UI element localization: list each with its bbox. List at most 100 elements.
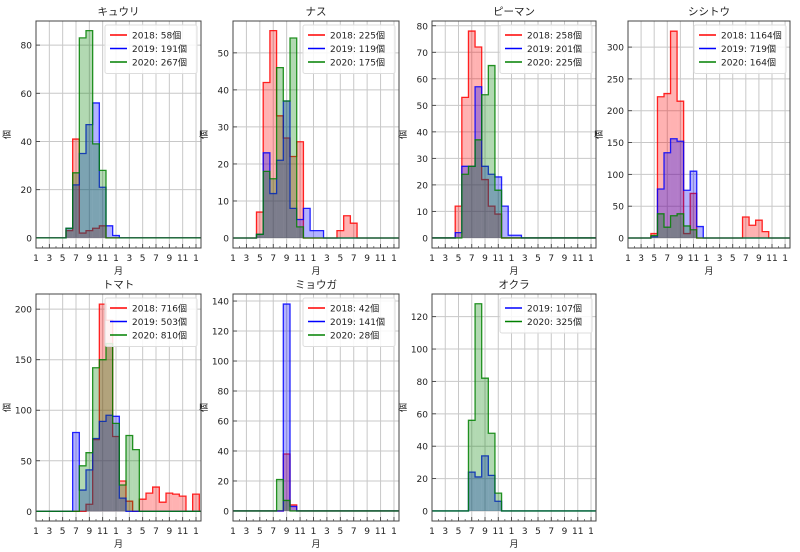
x-tick-label: 1 [391,254,397,264]
histogram-bar [494,501,502,511]
x-tick-label: 1 [429,254,435,264]
series-step-line [432,455,596,512]
x-tick-label: 7 [743,254,749,264]
histogram-bar [683,233,691,239]
y-tick-label: 80 [417,378,429,388]
x-tick-label: 3 [46,527,52,537]
y-tick-label: 200 [15,306,32,316]
histogram-bar [99,421,106,512]
histogram-bar [99,187,106,238]
histogram-bar [468,166,476,238]
legend-box [302,24,396,74]
x-tick-label: 9 [284,254,290,264]
series-step-line [233,29,399,239]
x-tick-label: 5 [651,254,657,264]
histogram-bar [283,138,291,239]
histogram-bar [481,166,489,238]
x-tick-label: 3 [46,254,52,264]
x-tick-label: 1 [193,254,199,264]
series-layer [432,30,596,239]
y-tick-label: 40 [417,128,429,138]
y-tick-label: 100 [15,407,32,417]
chart-title: ピーマン [493,6,535,18]
histogram-bar [269,193,277,239]
series-layer [233,303,399,512]
histogram-bar [172,494,180,512]
histogram-bar [256,234,264,239]
axes-frame [431,20,597,249]
histogram-bar [263,82,270,239]
histogram-bar [310,230,317,239]
y-tick-label: 40 [21,138,33,148]
histogram-bar [488,65,495,238]
x-tick-label: 5 [337,527,343,537]
x-tick-label: 3 [324,527,330,537]
histogram-bar [690,171,697,239]
histogram-bar [276,67,284,239]
legend-label: 2018: 716個 [132,303,187,315]
histogram-bar [139,499,146,512]
histogram-bar [92,143,100,238]
histogram-bar [283,500,291,511]
legend-label: 2018: 1164個 [721,30,782,42]
histogram-bar [256,234,264,239]
x-tick-label: 11 [493,254,504,264]
x-tick-label: 9 [284,527,290,537]
histogram-bar [132,449,140,512]
histogram-bar [92,102,100,238]
y-axis-label: 個 [397,130,409,139]
y-tick-label: 50 [21,457,33,467]
series-step-line [233,478,399,512]
histogram-bar [670,138,678,239]
chart-title: キュウリ [98,6,140,18]
y-axis-label: 個 [1,403,13,412]
histogram-bar [677,101,684,239]
x-tick-label: 1 [311,254,317,264]
histogram-bar [461,174,469,238]
x-tick-label: 5 [257,527,263,537]
histogram-bar [670,215,678,239]
histogram-bar [79,37,86,238]
histogram-bar [192,494,200,512]
x-tick-label: 5 [60,254,66,264]
histogram-bar [86,230,93,238]
histogram-bar [488,433,495,511]
x-axis-label: 月 [311,539,320,550]
axes-frame [35,293,202,522]
histogram-bar [79,153,86,238]
x-tick-label: 11 [572,527,583,537]
histogram-bar [283,100,291,239]
x-tick-label: 9 [677,254,683,264]
series-layer [36,303,201,512]
y-tick-label: 120 [411,313,428,323]
y-tick-label: 60 [417,75,429,85]
histogram-bar [468,166,476,238]
x-tick-label: 3 [442,527,448,537]
histogram-bar [461,97,469,238]
y-tick-label: 0 [422,234,428,244]
histogram-bar [468,31,476,238]
x-tick-label: 1 [113,254,119,264]
x-tick-label: 1 [625,254,631,264]
x-tick-label: 1 [509,254,515,264]
x-tick-label: 7 [270,527,276,537]
histogram-bar [99,359,106,512]
histogram-bar [92,439,100,512]
series-step-line [432,30,596,239]
histogram-bar [276,479,284,511]
x-tick-label: 9 [364,254,370,264]
y-tick-label: 60 [417,410,429,420]
y-tick-label: 20 [218,160,230,170]
histogram-bar [475,139,482,238]
y-tick-label: 80 [417,22,429,32]
histogram-bar [99,170,106,238]
legend-label: 2020: 325個 [527,316,582,328]
x-tick-label: 5 [337,254,343,264]
histogram-bar [657,96,664,239]
legend-label: 2018: 225個 [330,30,385,42]
histogram-bar [72,139,80,238]
histogram-bar [455,232,462,238]
x-tick-label: 9 [482,254,488,264]
